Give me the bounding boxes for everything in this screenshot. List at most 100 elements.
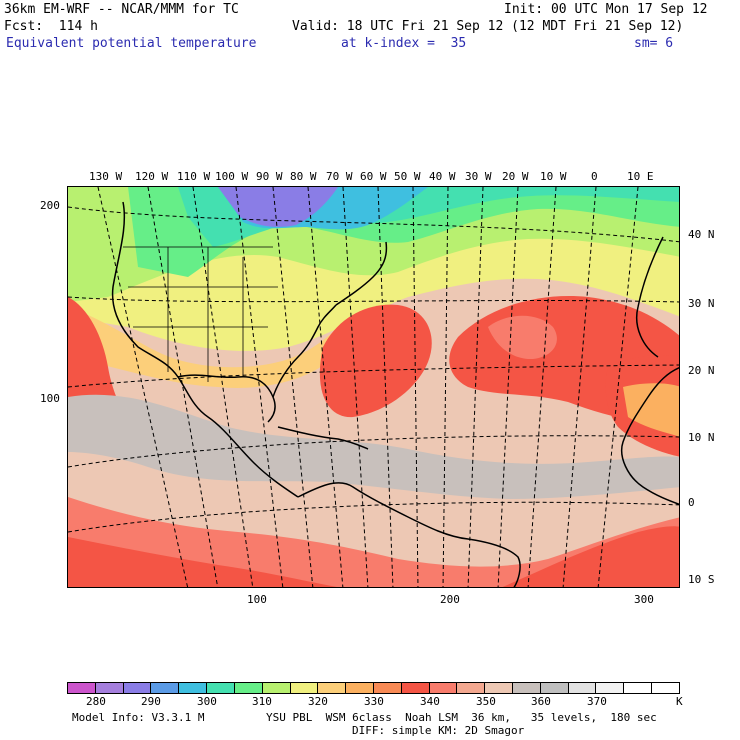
smoothing-info: sm= 6: [634, 36, 674, 51]
warm-swirl-west: [319, 304, 432, 418]
colorbar-cell: [540, 683, 569, 693]
lon-label: 80 W: [290, 170, 317, 183]
lon-label: 60 W: [360, 170, 387, 183]
lat-label: 0: [688, 496, 695, 509]
colorbar-cell: [429, 683, 458, 693]
model-info: Model Info: V3.3.1 M: [72, 711, 205, 724]
x-grid-tick: 100: [247, 593, 267, 606]
field-name: Equivalent potential temperature: [6, 36, 257, 51]
west-coast-outline: [111, 201, 299, 498]
lon-label: 20 W: [502, 170, 529, 183]
meridian-line: [192, 187, 254, 587]
lat-label: 10 N: [688, 431, 715, 444]
x-grid-tick: 300: [634, 593, 654, 606]
lon-label: 0: [591, 170, 598, 183]
parallel-line: [68, 206, 679, 243]
africa-orange: [623, 383, 679, 437]
colorbar-cell: [123, 683, 152, 693]
colorbar-cell: [179, 683, 208, 693]
colorbar-cell: [346, 683, 374, 693]
colorbar-cell: [373, 683, 402, 693]
swirl-core: [488, 315, 557, 360]
parallel-line: [68, 364, 679, 388]
forecast-hour: Fcst: 114 h: [4, 19, 98, 34]
meridian-line: [597, 187, 639, 587]
lon-label: 70 W: [326, 170, 353, 183]
parallel-line: [68, 296, 679, 303]
colorbar-label: 300: [197, 695, 217, 708]
lon-label: 100 W: [215, 170, 249, 183]
field-band-290: [218, 187, 338, 227]
lat-label: 20 N: [688, 364, 715, 377]
diffusion-info: DIFF: simple KM: 2D Smagor: [352, 724, 525, 737]
colorbar-label: 330: [364, 695, 384, 708]
lon-label: 50 W: [394, 170, 421, 183]
field-band-360: [68, 394, 679, 499]
valid-time: Valid: 18 UTC Fri 21 Sep 12 (12 MDT Fri …: [292, 19, 684, 34]
lon-label: 120 W: [135, 170, 169, 183]
colorbar-label: 350: [476, 695, 496, 708]
canada-coast-outline: [335, 241, 388, 306]
colorbar-cell: [624, 683, 653, 693]
lon-label: 110 W: [177, 170, 211, 183]
meridian-line: [235, 187, 284, 587]
level-info: at k-index = 35: [341, 36, 467, 51]
field-band-340-southeast: [502, 526, 679, 587]
colorbar-label: 290: [141, 695, 161, 708]
colorbar-cell: [290, 683, 319, 693]
lat-label: 40 N: [688, 228, 715, 241]
colorbar-cell: [485, 683, 513, 693]
colorbar-cell: [207, 683, 235, 693]
field-band-340-south: [68, 537, 337, 587]
colorbar-cell: [95, 683, 124, 693]
meridian-line: [97, 187, 189, 587]
colorbar-cell: [151, 683, 180, 693]
lon-label: 90 W: [256, 170, 283, 183]
colorbar-label: 360: [531, 695, 551, 708]
lat-label: 10 S: [688, 573, 715, 586]
colorbar-cell: [401, 683, 430, 693]
physics-info: YSU PBL WSM 6class Noah LSM 36 km, 35 le…: [266, 711, 657, 724]
colorbar-cell: [262, 683, 291, 693]
colorbar-cell: [568, 683, 597, 693]
lat-label: 30 N: [688, 297, 715, 310]
colorbar-cell: [596, 683, 625, 693]
x-grid-tick: 200: [440, 593, 460, 606]
africa-outline: [621, 367, 679, 506]
theta-e-map: [68, 187, 679, 587]
y-grid-tick: 100: [40, 392, 60, 405]
colorbar-cell: [513, 683, 541, 693]
colorbar-label: 310: [252, 695, 272, 708]
europe-outline: [636, 236, 664, 358]
colorbar-cell: [457, 683, 486, 693]
y-grid-tick: 200: [40, 199, 60, 212]
lon-label: 30 W: [465, 170, 492, 183]
meridian-line: [147, 187, 219, 587]
colorbar: [67, 682, 680, 694]
colorbar-unit: K: [676, 695, 683, 708]
field-band-330: [68, 307, 338, 388]
meridian-line: [562, 187, 597, 587]
colorbar-cell: [652, 683, 679, 693]
colorbar-cell: [234, 683, 263, 693]
cuba-outline: [277, 426, 369, 450]
borders: [123, 246, 278, 382]
map-panel: [67, 186, 680, 588]
model-title: 36km EM-WRF -- NCAR/MMM for TC: [4, 2, 239, 17]
colorbar-label: 320: [308, 695, 328, 708]
field-band-350-south: [68, 497, 679, 587]
meridian-line: [272, 187, 314, 587]
east-coast-outline: [272, 304, 337, 398]
colorbar-label: 370: [587, 695, 607, 708]
coastlines: [111, 201, 679, 587]
south-america-outline: [297, 482, 521, 587]
lon-label: 40 W: [429, 170, 456, 183]
graticule: [68, 187, 679, 587]
lon-label: 10 E: [627, 170, 654, 183]
colorbar-label: 340: [420, 695, 440, 708]
colorbar-cell: [318, 683, 347, 693]
init-time: Init: 00 UTC Mon 17 Sep 12: [504, 2, 708, 17]
colorbar-cell: [68, 683, 96, 693]
lon-label: 10 W: [540, 170, 567, 183]
